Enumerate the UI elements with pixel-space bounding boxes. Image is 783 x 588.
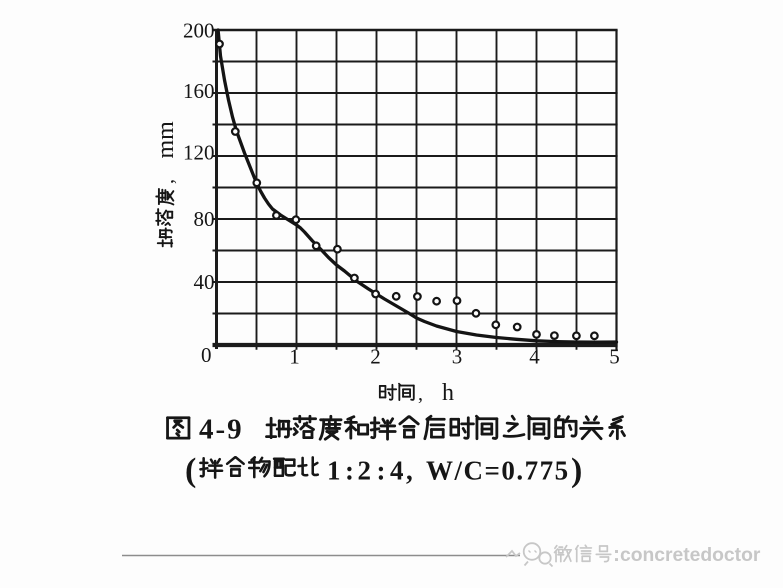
svg-text:80: 80 — [194, 207, 215, 231]
svg-text:,: , — [156, 179, 178, 184]
svg-text:120: 120 — [183, 141, 215, 165]
svg-text::: : — [613, 543, 620, 566]
svg-text:160: 160 — [183, 79, 215, 103]
svg-text::: : — [345, 456, 354, 486]
svg-text:concretedoctor: concretedoctor — [620, 545, 761, 566]
svg-text:W/C=0.775: W/C=0.775 — [426, 456, 570, 486]
svg-text:mm: mm — [153, 121, 179, 159]
svg-text::: : — [377, 456, 386, 486]
svg-text:,: , — [418, 383, 423, 405]
svg-text:2: 2 — [358, 456, 372, 486]
svg-text:5: 5 — [609, 345, 620, 369]
svg-text:2: 2 — [370, 345, 381, 369]
svg-text:3: 3 — [452, 345, 463, 369]
svg-text:(: ( — [185, 452, 196, 489]
svg-text:200: 200 — [183, 19, 215, 43]
svg-text:,: , — [406, 456, 413, 486]
svg-text:1: 1 — [289, 345, 300, 369]
svg-text:h: h — [442, 380, 454, 406]
svg-text:): ) — [571, 452, 582, 489]
svg-text:4: 4 — [529, 345, 540, 369]
svg-text:4: 4 — [390, 456, 404, 486]
svg-text:4-9: 4-9 — [199, 414, 244, 446]
svg-text:1: 1 — [327, 456, 341, 486]
svg-text:40: 40 — [194, 270, 215, 294]
svg-text:0: 0 — [201, 343, 212, 367]
